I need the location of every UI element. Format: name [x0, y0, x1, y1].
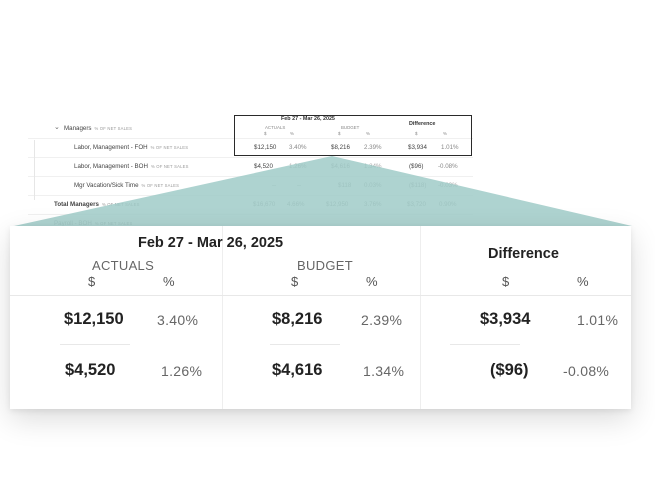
- diff-value: $3,934: [480, 310, 531, 328]
- budget-pct: 3.76%: [364, 201, 382, 208]
- row-label: Labor, Management - FOH: [74, 144, 148, 151]
- budget-value: $12,950: [326, 201, 349, 208]
- row-label: Mgr Vacation/Sick Time: [74, 182, 139, 189]
- budget-value: $4,616: [272, 361, 323, 379]
- diff-pct: -0.08%: [563, 363, 610, 379]
- col-dollar: $: [502, 274, 510, 289]
- bg-col-percent: %: [290, 131, 294, 136]
- actual-value: --: [272, 182, 277, 189]
- bg-row-managers[interactable]: ⌄ Managers% OF NET SALES: [28, 120, 473, 139]
- col-dollar: $: [88, 274, 96, 289]
- tree-guide-line: [34, 140, 35, 200]
- actual-value: $12,150: [254, 144, 277, 151]
- row-divider: [60, 344, 130, 345]
- budget-value: $8,216: [272, 310, 323, 328]
- budget-pct: 2.39%: [361, 312, 403, 328]
- actual-pct: 4.66%: [287, 201, 305, 208]
- bg-row-total-managers: Total Managers% OF NET SALES $16,670 4.6…: [28, 196, 473, 215]
- date-range-title: Feb 27 - Mar 26, 2025: [138, 235, 284, 251]
- bg-row-mgr-vacation: Mgr Vacation/Sick Time% OF NET SALES -- …: [28, 177, 473, 196]
- diff-value: ($96): [490, 361, 529, 379]
- actual-value: $16,670: [253, 201, 276, 208]
- bg-col-dollar: $: [415, 131, 418, 136]
- bg-col-dollar: $: [264, 131, 267, 136]
- diff-pct: -0.08%: [438, 163, 458, 170]
- diff-pct: 1.01%: [441, 144, 459, 151]
- col-percent: %: [366, 274, 378, 289]
- diff-pct: 0.90%: [439, 201, 457, 208]
- bg-actuals-header: ACTUALS: [265, 125, 286, 130]
- diff-value: $3,934: [408, 144, 427, 151]
- actual-value: $12,150: [64, 310, 124, 328]
- budget-pct: 1.34%: [364, 163, 382, 170]
- bg-col-percent: %: [366, 131, 370, 136]
- column-divider: [222, 226, 223, 409]
- actual-value: $4,520: [254, 163, 273, 170]
- col-percent: %: [163, 274, 175, 289]
- actual-pct: 1.26%: [289, 163, 307, 170]
- bg-col-dollar: $: [338, 131, 341, 136]
- actual-pct: 3.40%: [289, 144, 307, 151]
- row-sublabel: % OF NET SALES: [101, 202, 140, 207]
- difference-header: Difference: [488, 246, 559, 262]
- budget-pct: 0.03%: [364, 182, 382, 189]
- row-divider: [450, 344, 520, 345]
- diff-pct: -0.03%: [438, 182, 458, 189]
- row-sublabel: % OF NET SALES: [141, 183, 180, 188]
- actual-pct: 3.40%: [157, 312, 199, 328]
- diff-value: $3,720: [407, 201, 426, 208]
- header-divider: [10, 295, 631, 296]
- bg-difference-header: Difference: [409, 121, 436, 127]
- bg-col-percent: %: [443, 131, 447, 136]
- actual-value: $4,520: [65, 361, 116, 379]
- zoomed-card: Feb 27 - Mar 26, 2025 ACTUALS BUDGET Dif…: [10, 226, 631, 409]
- actual-pct: --: [297, 182, 302, 189]
- row-label: Managers: [64, 125, 92, 132]
- column-divider: [420, 226, 421, 409]
- budget-value: $118: [338, 182, 352, 189]
- budget-pct: 1.34%: [363, 363, 405, 379]
- col-percent: %: [577, 274, 589, 289]
- row-sublabel: % OF NET SALES: [150, 164, 189, 169]
- budget-value: $8,216: [331, 144, 350, 151]
- diff-pct: 1.01%: [577, 312, 619, 328]
- actuals-header: ACTUALS: [92, 258, 155, 273]
- budget-pct: 2.39%: [364, 144, 382, 151]
- row-label: Total Managers: [54, 201, 99, 208]
- bg-row-labor-boh: Labor, Management - BOH% OF NET SALES $4…: [28, 158, 473, 177]
- diff-value: ($118): [409, 182, 427, 189]
- col-dollar: $: [291, 274, 299, 289]
- budget-value: $4,616: [331, 163, 350, 170]
- chevron-down-icon[interactable]: ⌄: [54, 124, 60, 131]
- bg-budget-header: BUDGET: [341, 125, 360, 130]
- diff-value: ($96): [409, 163, 424, 170]
- highlight-box: [234, 115, 472, 156]
- budget-header: BUDGET: [297, 258, 353, 273]
- actual-pct: 1.26%: [161, 363, 203, 379]
- row-sublabel: % OF NET SALES: [150, 145, 189, 150]
- bg-date-range: Feb 27 - Mar 26, 2025: [281, 116, 335, 122]
- row-divider: [270, 344, 340, 345]
- row-label: Labor, Management - BOH: [74, 163, 148, 170]
- row-sublabel: % OF NET SALES: [94, 126, 133, 131]
